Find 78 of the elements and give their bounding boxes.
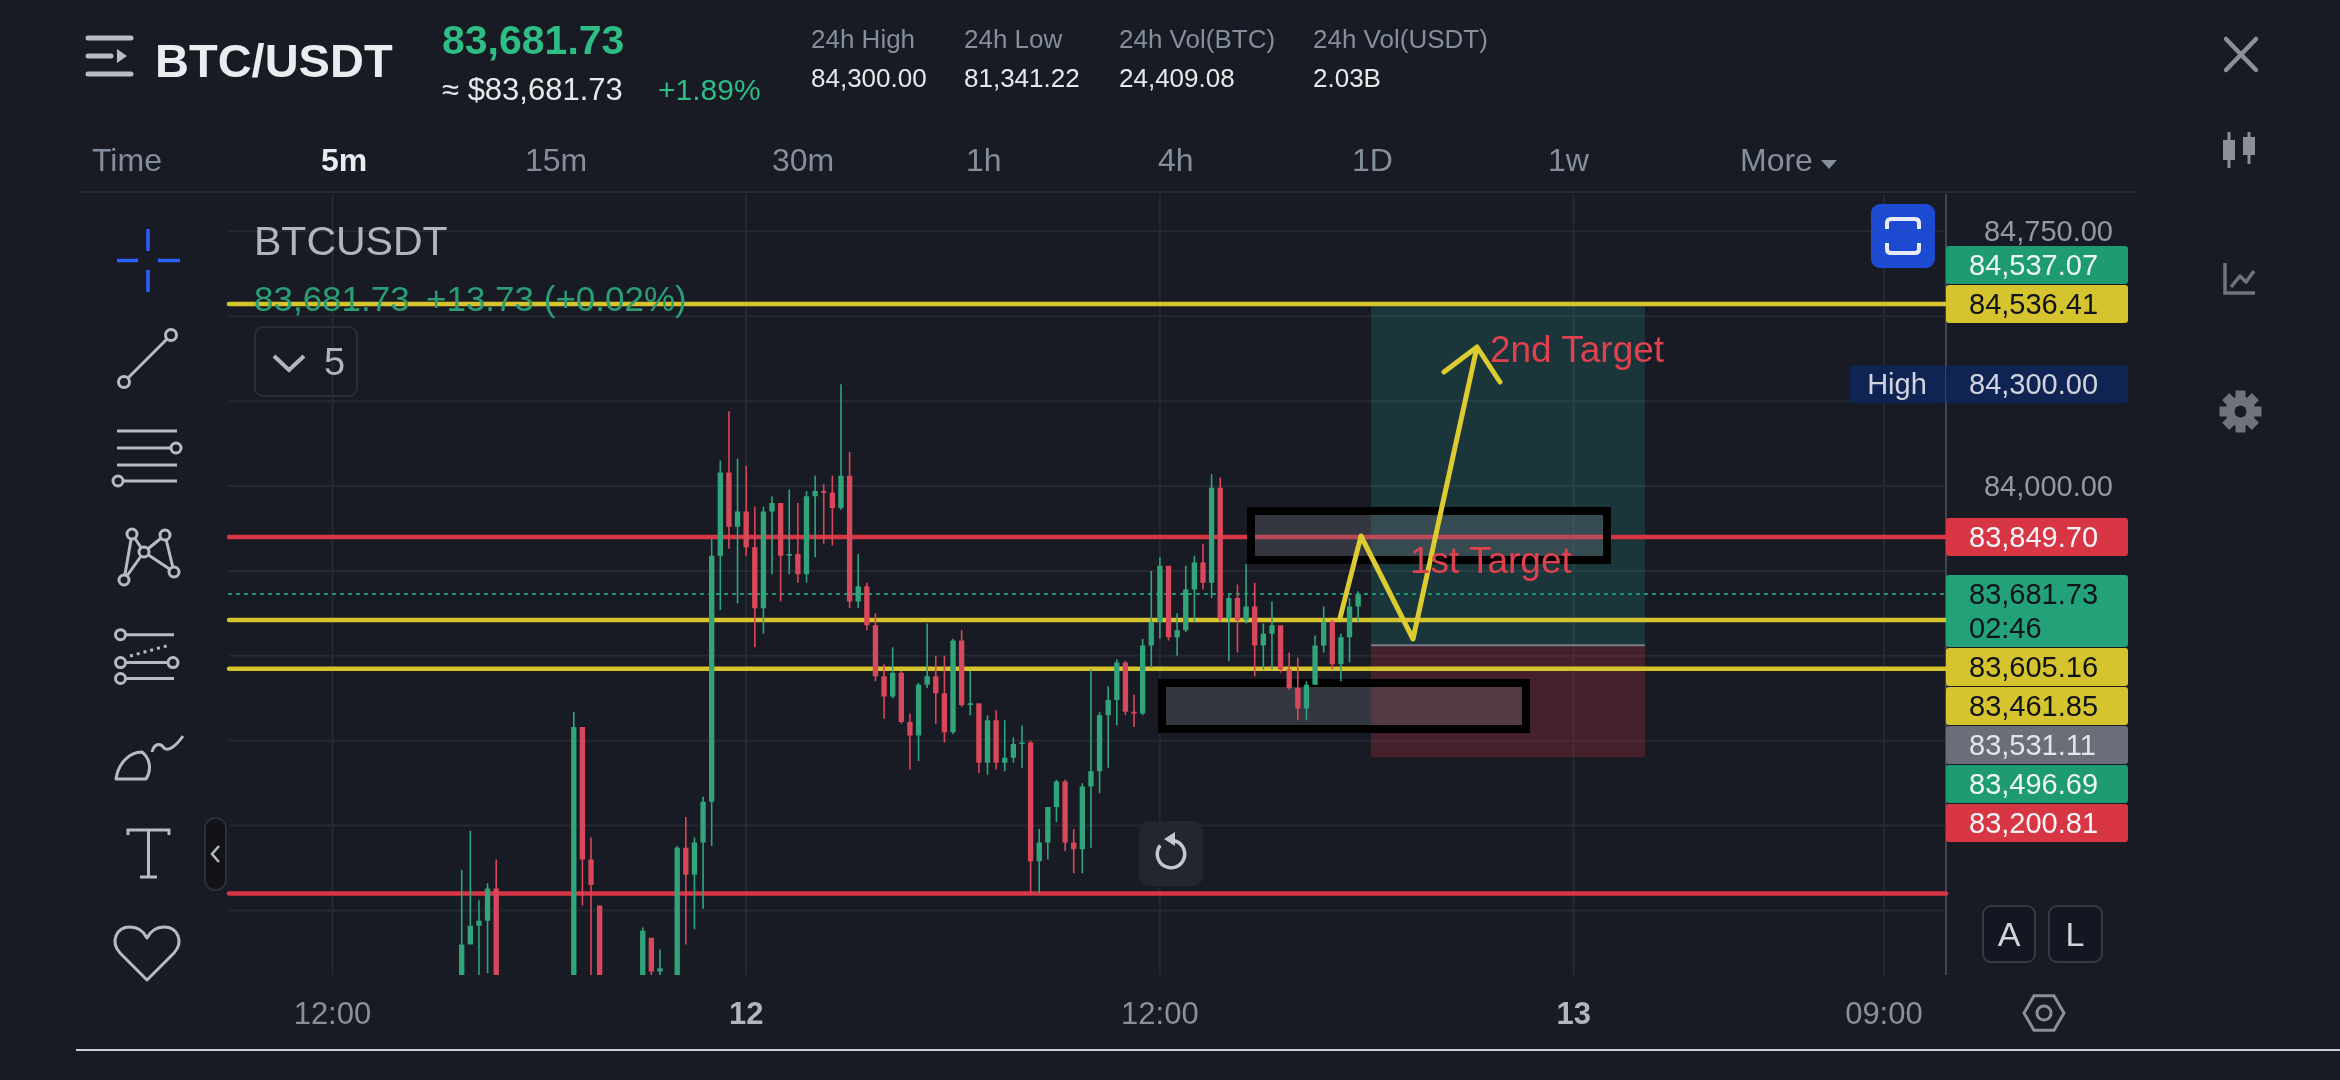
candlestick xyxy=(838,384,844,510)
candlestick xyxy=(743,465,749,556)
text: More xyxy=(1740,142,1813,178)
candlestick xyxy=(1088,669,1094,848)
candlestick xyxy=(769,496,775,575)
x-tick-label: 12:00 xyxy=(1121,996,1199,1031)
text: Time xyxy=(92,142,162,178)
text: 30m xyxy=(772,142,835,178)
text: 84,537.07 xyxy=(1969,249,2099,282)
text: 24h Vol(BTC) xyxy=(1119,24,1276,54)
candlestick xyxy=(881,664,887,719)
text: 81,341.22 xyxy=(964,63,1080,93)
candlestick xyxy=(924,623,930,689)
ref-line-label: 83,461.85 xyxy=(1969,690,2099,723)
text: 84,300.00 xyxy=(1969,368,2099,401)
candlestick xyxy=(1174,613,1180,656)
text: 1h xyxy=(966,142,1002,178)
candlestick xyxy=(907,713,913,770)
candlestick xyxy=(726,411,732,549)
candlestick xyxy=(1269,601,1275,670)
candlestick xyxy=(1019,725,1025,768)
text: 83,496.69 xyxy=(1969,768,2099,801)
text: 24,409.08 xyxy=(1119,63,1235,93)
candlestick xyxy=(855,553,861,609)
x-tick-label: 12:00 xyxy=(293,996,372,1031)
x-tick-label: 12 xyxy=(728,996,764,1031)
x-tick-label: 09:00 xyxy=(1845,996,1923,1031)
candlestick xyxy=(1002,720,1008,772)
candlestick xyxy=(993,710,999,770)
ref-line-label: 83,605.16 xyxy=(1969,651,2099,684)
candlestick xyxy=(1243,564,1249,624)
text: BTCUSDT xyxy=(254,218,448,264)
ref-line-label: 84,536.41 xyxy=(1969,288,2099,321)
candlestick xyxy=(1131,694,1137,728)
text: 83,681.73 xyxy=(442,17,625,63)
text: 24h Vol(USDT) xyxy=(1313,24,1488,54)
text: 83,200.81 xyxy=(1969,807,2099,840)
text: L xyxy=(2065,915,2085,953)
text: 84,300.00 xyxy=(811,63,927,93)
candlestick xyxy=(1036,828,1042,894)
candlestick xyxy=(967,671,973,716)
text: 2.03B xyxy=(1313,63,1381,93)
y-tick-label: 84,750.00 xyxy=(1983,215,2113,248)
candlestick xyxy=(1338,633,1344,682)
candlestick xyxy=(1355,591,1361,622)
candlestick xyxy=(1157,557,1163,639)
candlestick xyxy=(1200,543,1206,590)
text: 15m xyxy=(525,142,588,178)
x-tick-label: 13 xyxy=(1556,996,1591,1031)
annotation: 5 xyxy=(324,341,346,383)
candlestick xyxy=(795,503,801,583)
candlestick xyxy=(1071,828,1077,874)
candlestick xyxy=(700,796,706,909)
candlestick xyxy=(1045,806,1051,860)
candlestick xyxy=(786,489,792,575)
candlestick xyxy=(1226,592,1232,661)
annotation: High xyxy=(1867,368,1927,401)
candlestick xyxy=(821,484,827,544)
candlestick xyxy=(1105,686,1111,768)
chart-title: BTC/USDT xyxy=(155,34,393,87)
candlestick xyxy=(933,655,939,724)
text: 83,531.11 xyxy=(1969,729,2096,762)
text: 1D xyxy=(1352,142,1393,178)
text: 4h xyxy=(1158,142,1194,178)
text: A xyxy=(1997,915,2021,953)
ref-line-label: 83,681.73 02:46 xyxy=(1969,578,2099,645)
text: +1.89% xyxy=(658,73,761,106)
candlestick xyxy=(812,475,818,558)
text: 24h High xyxy=(811,24,916,54)
candlestick xyxy=(683,817,689,945)
text: ≈ $83,681.73 xyxy=(442,72,623,107)
annotation: 2nd Target xyxy=(1489,328,1665,370)
text: 5m xyxy=(321,142,368,178)
text: 1w xyxy=(1548,142,1590,178)
ref-line-label: 83,849.70 xyxy=(1969,521,2099,554)
text: 24h Low xyxy=(964,24,1063,54)
candlestick xyxy=(1148,570,1154,668)
y-tick-label: 84,000.00 xyxy=(1983,470,2113,503)
